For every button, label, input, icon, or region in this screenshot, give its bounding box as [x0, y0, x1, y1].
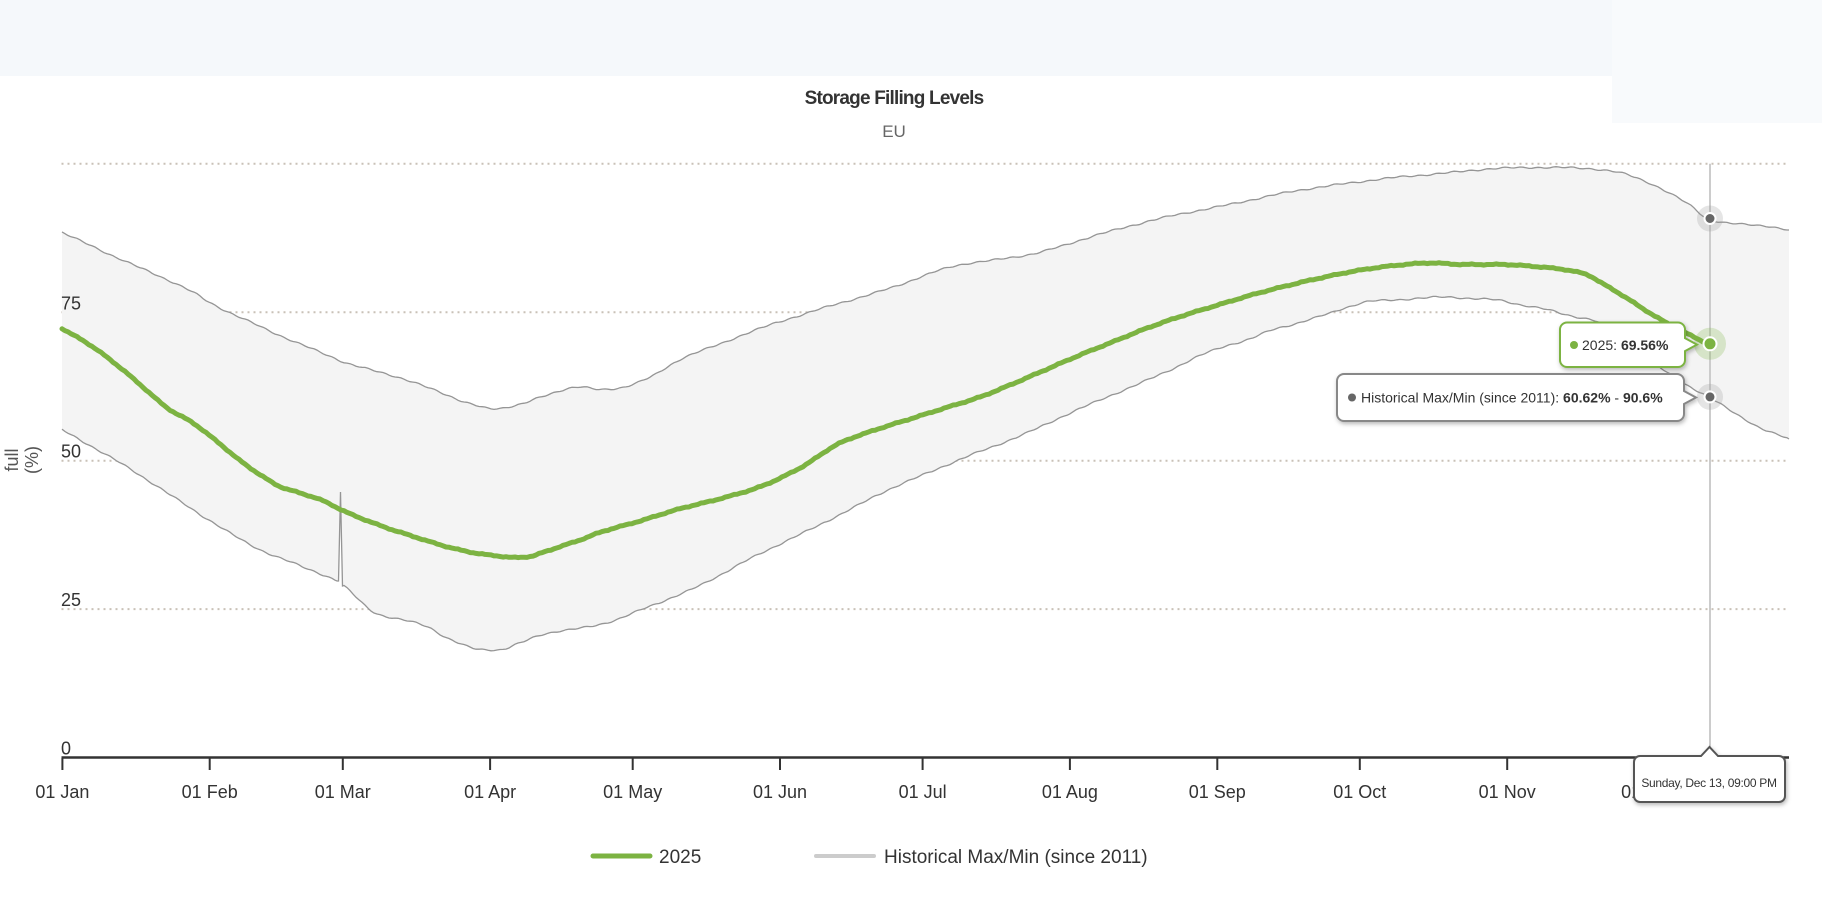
svg-text:2025: 2025 — [659, 847, 701, 868]
svg-text:Sunday, Dec 13, 09:00 PM: Sunday, Dec 13, 09:00 PM — [1641, 776, 1777, 790]
svg-text:Historical Max/Min (since 2011: Historical Max/Min (since 2011): 60.62% … — [1361, 390, 1663, 406]
svg-text:01 Apr: 01 Apr — [464, 782, 516, 802]
svg-text:01 Sep: 01 Sep — [1189, 782, 1246, 802]
svg-text:(%): (%) — [22, 446, 42, 474]
svg-text:01 Jan: 01 Jan — [35, 782, 89, 802]
svg-text:25: 25 — [61, 590, 81, 610]
svg-text:01 Nov: 01 Nov — [1479, 782, 1536, 802]
svg-text:75: 75 — [61, 293, 81, 313]
svg-text:Historical Max/Min (since 2011: Historical Max/Min (since 2011) — [884, 847, 1148, 868]
svg-text:01 Feb: 01 Feb — [182, 782, 238, 802]
svg-text:01 Jun: 01 Jun — [753, 782, 807, 802]
svg-text:0: 0 — [61, 739, 71, 759]
svg-text:Storage Filling Levels: Storage Filling Levels — [805, 88, 984, 109]
svg-text:EU: EU — [882, 122, 906, 141]
svg-text:50: 50 — [61, 442, 81, 462]
svg-text:01 May: 01 May — [603, 782, 662, 802]
svg-text:01 Oct: 01 Oct — [1333, 782, 1386, 802]
svg-text:2025: 69.56%: 2025: 69.56% — [1582, 337, 1669, 353]
svg-text:full: full — [2, 448, 22, 471]
svg-text:01 Jul: 01 Jul — [899, 782, 947, 802]
svg-text:01 Aug: 01 Aug — [1042, 782, 1098, 802]
svg-text:01 Mar: 01 Mar — [315, 782, 371, 802]
